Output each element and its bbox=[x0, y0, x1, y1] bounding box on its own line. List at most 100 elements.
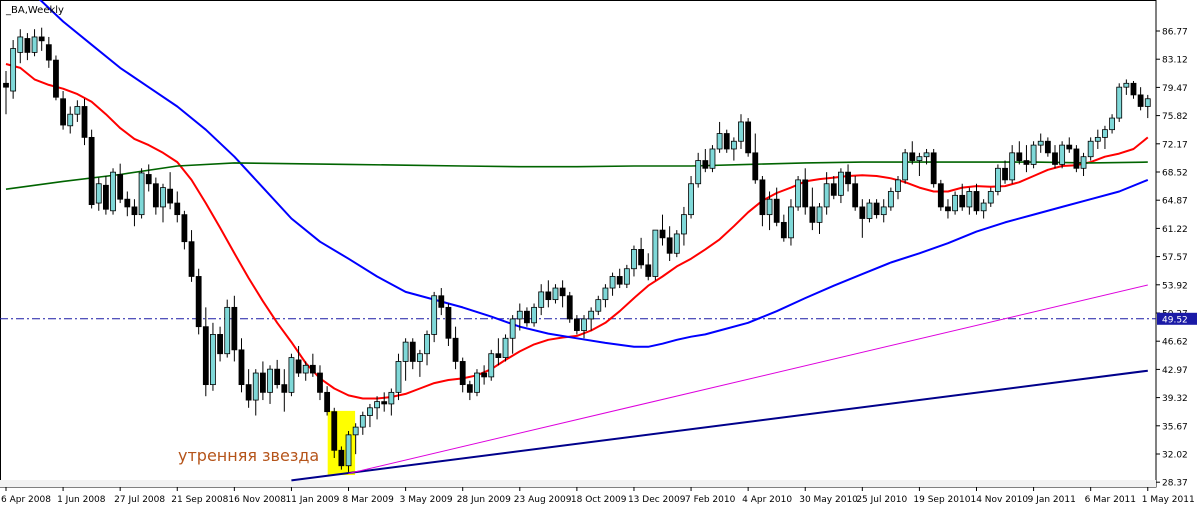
candle bbox=[88, 129, 95, 209]
bottom-scroll-strip bbox=[0, 480, 1156, 487]
candle bbox=[131, 199, 138, 227]
candle bbox=[766, 191, 773, 231]
candle bbox=[331, 407, 338, 459]
candle bbox=[838, 168, 844, 204]
y-tick-label: 46.62 bbox=[1162, 338, 1188, 348]
blue-moving-average-line bbox=[38, 0, 1149, 348]
candle bbox=[1016, 141, 1023, 165]
x-tick-label: 3 May 2009 bbox=[400, 495, 453, 505]
candle bbox=[987, 187, 994, 207]
x-tick-label: 21 Sep 2008 bbox=[171, 495, 228, 505]
candle bbox=[880, 199, 887, 223]
candle bbox=[481, 365, 488, 385]
magenta-trend-line bbox=[348, 284, 1148, 474]
candle bbox=[1009, 145, 1016, 184]
candle bbox=[1037, 133, 1044, 153]
green-moving-average-line bbox=[5, 161, 1148, 190]
candle bbox=[38, 27, 45, 51]
candle bbox=[1073, 145, 1080, 173]
x-tick-label: 25 Jul 2010 bbox=[856, 495, 907, 505]
candle bbox=[103, 176, 109, 215]
candle bbox=[830, 176, 837, 200]
candle bbox=[81, 98, 88, 146]
y-tick-label: 35.67 bbox=[1162, 422, 1188, 432]
candle bbox=[816, 203, 823, 234]
candle bbox=[545, 280, 552, 308]
candle bbox=[381, 392, 388, 412]
candle bbox=[1044, 137, 1051, 157]
candle bbox=[202, 307, 209, 397]
x-tick-label: 30 May 2010 bbox=[799, 495, 858, 505]
candle bbox=[31, 29, 38, 57]
candle bbox=[780, 214, 787, 242]
candle bbox=[652, 229, 659, 281]
candle bbox=[181, 210, 188, 250]
candle bbox=[288, 353, 295, 397]
candle bbox=[723, 129, 730, 153]
candle bbox=[1102, 125, 1108, 149]
y-tick-label: 68.52 bbox=[1162, 169, 1188, 179]
x-tick-label: 16 Nov 2008 bbox=[228, 495, 286, 505]
candle bbox=[352, 423, 359, 455]
candle bbox=[145, 164, 152, 192]
candle bbox=[531, 303, 537, 327]
candle bbox=[973, 183, 980, 215]
x-tick-label: 6 Apr 2008 bbox=[1, 495, 51, 505]
y-tick-label: 39.32 bbox=[1162, 394, 1188, 404]
candle bbox=[659, 214, 666, 246]
candle bbox=[1094, 129, 1101, 149]
candle bbox=[730, 137, 737, 161]
candle bbox=[980, 199, 987, 219]
candle bbox=[3, 70, 9, 115]
candle bbox=[53, 55, 59, 101]
candle bbox=[359, 411, 366, 435]
candle bbox=[488, 349, 495, 381]
candle bbox=[887, 187, 894, 211]
candle bbox=[160, 183, 166, 223]
candle bbox=[645, 253, 652, 281]
y-tick-label: 64.87 bbox=[1162, 197, 1188, 207]
candle bbox=[1002, 160, 1008, 184]
candle bbox=[809, 187, 816, 231]
candle bbox=[345, 430, 352, 472]
candle bbox=[930, 148, 937, 188]
candle bbox=[595, 295, 602, 316]
candle bbox=[795, 176, 801, 211]
y-tick-label: 86.77 bbox=[1162, 28, 1188, 38]
candle bbox=[752, 133, 759, 184]
x-tick-label: 1 May 2011 bbox=[1142, 495, 1195, 505]
candle bbox=[995, 164, 1001, 196]
candle bbox=[60, 91, 66, 130]
candle bbox=[224, 299, 231, 358]
candle bbox=[1123, 79, 1130, 95]
y-tick-label: 83.12 bbox=[1162, 56, 1188, 66]
candle bbox=[788, 199, 794, 246]
x-tick-label: 19 Sep 2010 bbox=[913, 495, 970, 505]
candle bbox=[909, 141, 916, 165]
y-tick-label: 28.37 bbox=[1162, 479, 1188, 489]
candle bbox=[602, 284, 609, 308]
x-tick-label: 7 Feb 2010 bbox=[685, 495, 736, 505]
candle bbox=[474, 369, 480, 397]
candle bbox=[252, 369, 259, 416]
y-tick-label: 79.47 bbox=[1162, 84, 1188, 94]
candle bbox=[1116, 83, 1123, 122]
x-tick-label: 28 Jun 2009 bbox=[457, 495, 511, 505]
y-tick-label: 53.92 bbox=[1162, 281, 1188, 291]
x-tick-label: 13 Dec 2009 bbox=[628, 495, 686, 505]
candle bbox=[502, 334, 509, 362]
x-tick-label: 1 Jun 2008 bbox=[57, 495, 106, 505]
candle bbox=[24, 33, 31, 61]
candle bbox=[466, 380, 473, 401]
candle bbox=[117, 163, 124, 204]
candle bbox=[552, 284, 559, 304]
candle bbox=[559, 280, 566, 308]
candle bbox=[673, 230, 680, 258]
candle bbox=[1137, 87, 1144, 111]
candle bbox=[138, 168, 145, 219]
candle bbox=[866, 199, 873, 223]
candle bbox=[1030, 141, 1037, 169]
candle bbox=[695, 152, 702, 188]
candle bbox=[823, 172, 830, 215]
